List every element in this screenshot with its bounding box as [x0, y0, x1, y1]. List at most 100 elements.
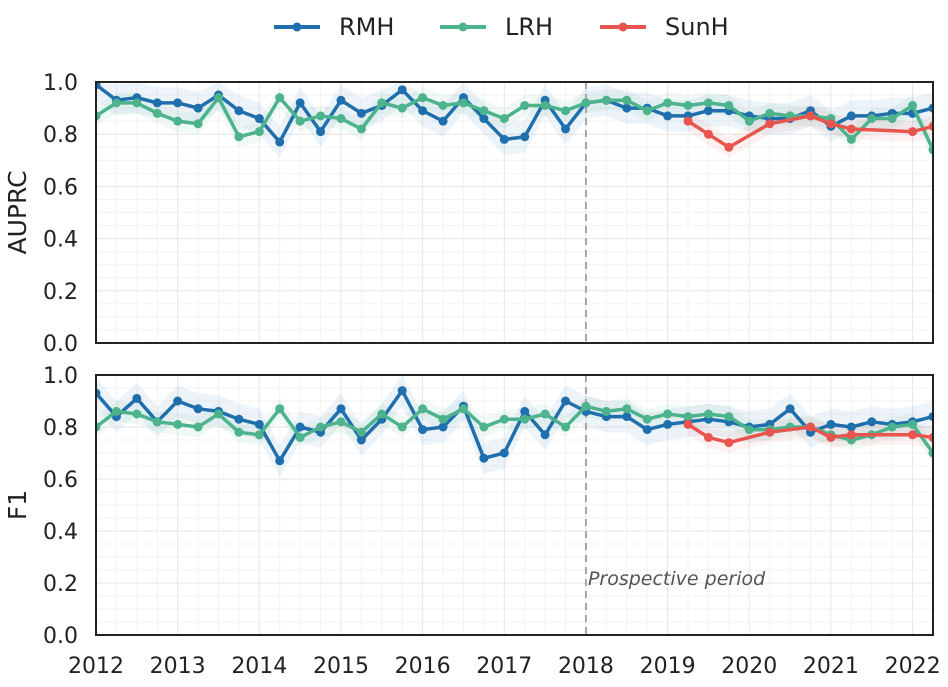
- legend-marker-lrh: [458, 22, 468, 32]
- data-point-rmh: [928, 103, 933, 113]
- data-point-lrh: [193, 119, 203, 129]
- data-point-lrh: [234, 132, 244, 142]
- data-point-sunh: [846, 124, 856, 134]
- data-point-lrh: [336, 417, 346, 427]
- x-tick-label: 2017: [476, 654, 532, 679]
- data-point-rmh: [152, 98, 162, 108]
- data-point-rmh: [418, 425, 428, 435]
- data-point-rmh: [520, 132, 530, 142]
- data-point-lrh: [275, 404, 285, 414]
- y-tick-label: 0.0: [43, 624, 78, 649]
- data-point-lrh: [377, 409, 387, 419]
- data-point-lrh: [703, 409, 713, 419]
- data-point-lrh: [744, 116, 754, 126]
- x-tick-label: 2021: [803, 654, 859, 679]
- legend-label-rmh: RMH: [339, 13, 394, 41]
- data-point-rmh: [275, 456, 285, 466]
- data-point-rmh: [561, 124, 571, 134]
- legend-entry-lrh: LRH: [440, 13, 553, 41]
- band-rmh: [96, 375, 933, 477]
- data-point-lrh: [622, 95, 632, 105]
- data-point-lrh: [275, 93, 285, 103]
- y-tick-label: 0.6: [43, 175, 78, 200]
- data-point-lrh: [356, 427, 366, 437]
- data-point-lrh: [458, 98, 468, 108]
- data-point-lrh: [928, 448, 933, 458]
- legend-marker-sunh: [618, 22, 628, 32]
- data-point-sunh: [724, 438, 734, 448]
- data-point-rmh: [622, 412, 632, 422]
- y-tick-label: 0.2: [43, 280, 78, 305]
- data-point-rmh: [561, 396, 571, 406]
- data-point-rmh: [479, 453, 489, 463]
- data-point-lrh: [622, 404, 632, 414]
- data-point-sunh: [908, 430, 918, 440]
- data-point-lrh: [887, 114, 897, 124]
- data-point-rmh: [397, 386, 407, 396]
- data-point-sunh: [928, 121, 933, 131]
- data-point-lrh: [316, 422, 326, 432]
- data-point-rmh: [499, 448, 509, 458]
- data-point-lrh: [295, 432, 305, 442]
- data-point-lrh: [438, 100, 448, 110]
- x-tick-label: 2015: [313, 654, 369, 679]
- y-tick-label: 0.8: [43, 416, 78, 441]
- data-point-lrh: [356, 124, 366, 134]
- data-point-rmh: [234, 414, 244, 424]
- data-point-lrh: [908, 100, 918, 110]
- data-point-lrh: [295, 116, 305, 126]
- data-point-lrh: [540, 100, 550, 110]
- legend-label-lrh: LRH: [505, 13, 553, 41]
- plot-frame: [95, 374, 934, 636]
- y-tick-label: 0.0: [43, 332, 78, 357]
- data-point-lrh: [111, 98, 121, 108]
- data-point-rmh: [785, 404, 795, 414]
- data-point-rmh: [96, 82, 101, 90]
- data-point-lrh: [173, 419, 183, 429]
- data-point-rmh: [846, 111, 856, 121]
- data-point-lrh: [479, 106, 489, 116]
- data-point-lrh: [928, 145, 933, 155]
- data-point-lrh: [458, 404, 468, 414]
- data-point-rmh: [193, 103, 203, 113]
- data-point-rmh: [254, 114, 264, 124]
- data-point-rmh: [397, 85, 407, 95]
- data-point-lrh: [213, 409, 223, 419]
- legend-entry-rmh: RMH: [274, 13, 394, 41]
- data-point-rmh: [867, 417, 877, 427]
- y-tick-label: 1.0: [43, 364, 78, 389]
- data-point-lrh: [234, 427, 244, 437]
- data-point-sunh: [703, 129, 713, 139]
- data-point-lrh: [96, 111, 101, 121]
- data-point-sunh: [724, 142, 734, 152]
- data-point-rmh: [418, 106, 428, 116]
- data-point-rmh: [438, 422, 448, 432]
- panel-auprc: 0.0 0.2 0.4 0.6 0.8 1.0 AUPRC: [3, 71, 934, 357]
- data-point-lrh: [887, 422, 897, 432]
- x-tick-label: 2018: [558, 654, 614, 679]
- x-tick-label: 2019: [640, 654, 696, 679]
- data-point-sunh: [683, 116, 693, 126]
- band-rmh: [96, 82, 933, 158]
- data-point-rmh: [193, 404, 203, 414]
- data-point-sunh: [806, 422, 816, 432]
- data-point-lrh: [520, 414, 530, 424]
- data-point-rmh: [356, 108, 366, 118]
- data-point-rmh: [642, 425, 652, 435]
- y-tick-label: 0.6: [43, 468, 78, 493]
- data-point-lrh: [254, 127, 264, 137]
- data-point-lrh: [336, 114, 346, 124]
- data-point-lrh: [173, 116, 183, 126]
- plot-frame: [95, 81, 934, 344]
- x-tick-label: 2014: [231, 654, 287, 679]
- data-point-rmh: [275, 137, 285, 147]
- data-point-lrh: [397, 103, 407, 113]
- data-point-rmh: [316, 127, 326, 137]
- data-point-sunh: [826, 432, 836, 442]
- data-point-rmh: [928, 412, 933, 422]
- data-point-sunh: [683, 419, 693, 429]
- data-point-rmh: [520, 406, 530, 416]
- x-tick-label: 2022: [885, 654, 941, 679]
- data-point-rmh: [173, 396, 183, 406]
